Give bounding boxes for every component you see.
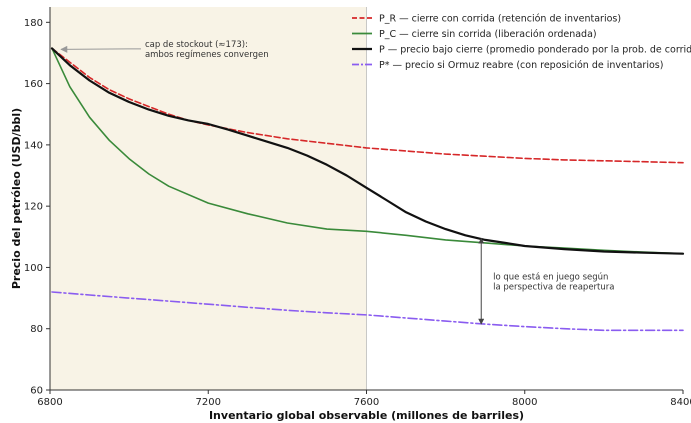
y-tick-label: 100 <box>24 263 43 274</box>
x-tick-label: 8400 <box>670 397 691 408</box>
y-tick-label: 140 <box>24 140 43 151</box>
x-tick-label: 7600 <box>354 397 379 408</box>
y-tick-label: 180 <box>24 18 43 29</box>
legend-label-2: P_C — cierre sin corrida (liberación ord… <box>379 29 597 40</box>
x-tick-label: 8000 <box>512 397 537 408</box>
y-tick-label: 120 <box>24 202 43 213</box>
x-tick-label: 7200 <box>196 397 221 408</box>
stockout-annotation-text: cap de stockout (≈173): <box>145 40 248 50</box>
shaded-region <box>50 7 367 390</box>
stockout-annotation-text: ambos regímenes convergen <box>145 50 269 60</box>
y-tick-label: 160 <box>24 79 43 90</box>
y-axis-title: Precio del petróleo (USD/bbl) <box>10 108 23 289</box>
y-tick-label: 80 <box>30 324 43 335</box>
stakes-annotation-text: la perspectiva de reapertura <box>493 283 614 293</box>
series-line-1 <box>51 47 684 164</box>
legend-label-1: P_R — cierre con corrida (retención de i… <box>379 14 621 25</box>
stakes-annotation-text: lo que está en juego según <box>493 273 608 283</box>
legend-label-4: P* — precio si Ormuz reabre (con reposic… <box>379 60 663 71</box>
series-line-4 <box>51 291 684 332</box>
stockout-annotation-arrow <box>60 45 141 53</box>
x-axis-title: Inventario global observable (millones d… <box>209 409 524 422</box>
y-tick-label: 60 <box>30 386 43 397</box>
legend-label-3: P — precio bajo cierre (promedio pondera… <box>379 45 691 56</box>
x-tick-label: 6800 <box>37 397 62 408</box>
series-line-3 <box>50 47 685 255</box>
